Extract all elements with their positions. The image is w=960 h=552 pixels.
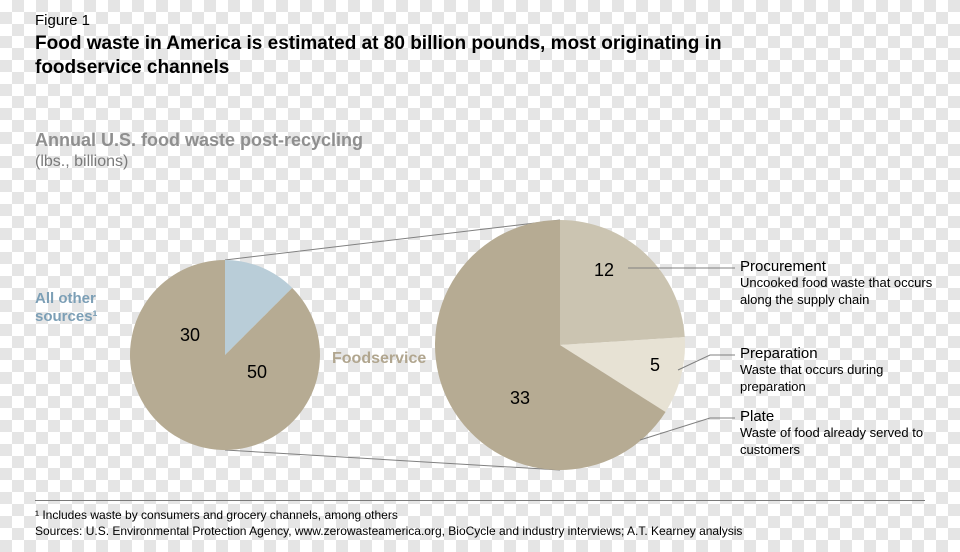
segment-procurement-title: Procurement — [740, 258, 940, 275]
footnote: ¹ Includes waste by consumers and grocer… — [35, 508, 398, 522]
segment-preparation: Preparation Waste that occurs during pre… — [740, 345, 950, 396]
footer-divider — [35, 500, 925, 501]
segment-plate-desc: Waste of food already served to customer… — [740, 425, 940, 459]
value-preparation: 5 — [650, 355, 660, 376]
slice-procurement — [560, 220, 685, 345]
value-all-other: 30 — [180, 325, 200, 346]
segment-procurement: Procurement Uncooked food waste that occ… — [740, 258, 940, 309]
segment-procurement-desc: Uncooked food waste that occurs along th… — [740, 275, 940, 309]
segment-plate-title: Plate — [740, 408, 940, 425]
foodservice-label: Foodservice — [332, 350, 426, 368]
segment-preparation-title: Preparation — [740, 345, 950, 362]
sources: Sources: U.S. Environmental Protection A… — [35, 524, 742, 538]
value-procurement: 12 — [594, 260, 614, 281]
segment-plate: Plate Waste of food already served to cu… — [740, 408, 940, 459]
pie-total — [130, 260, 320, 450]
segment-preparation-desc: Waste that occurs during preparation — [740, 362, 950, 396]
value-plate: 33 — [510, 388, 530, 409]
value-foodservice: 50 — [247, 362, 267, 383]
pie-foodservice-breakdown — [435, 220, 685, 470]
